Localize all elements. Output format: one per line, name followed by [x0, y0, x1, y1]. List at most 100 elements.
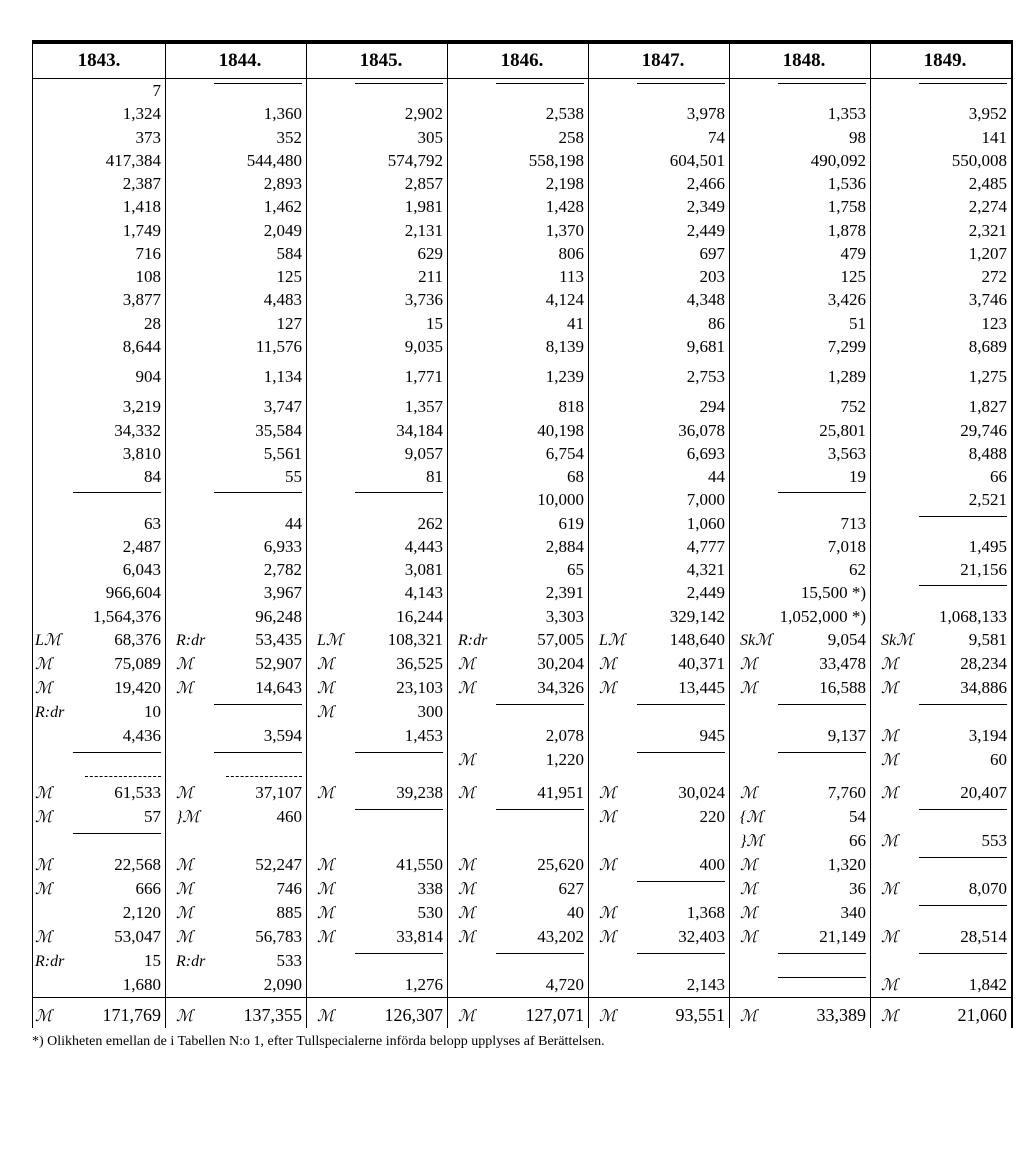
- header-1848: 1848.: [738, 42, 871, 79]
- cell: 2,349: [597, 195, 730, 218]
- table-row: 84558168441966: [33, 465, 1013, 488]
- cell: 2,521: [879, 488, 1012, 511]
- cell: ℳ34,326: [456, 676, 589, 700]
- cell: [597, 79, 730, 103]
- cell: ℳ23,103: [315, 676, 448, 700]
- cell: 806: [456, 242, 589, 265]
- header-1844: 1844.: [174, 42, 307, 79]
- cell: 34,332: [33, 419, 166, 442]
- table-row: 6,0432,7823,081654,3216221,156: [33, 558, 1013, 581]
- cell: 697: [597, 242, 730, 265]
- cell: 2,753: [597, 358, 730, 388]
- cell: {ℳ54: [738, 805, 871, 829]
- table-row: ℳ53,047ℳ56,783ℳ33,814ℳ43,202ℳ32,403ℳ21,1…: [33, 925, 1013, 949]
- cell: 1,239: [456, 358, 589, 388]
- cell: ℳ553: [879, 829, 1012, 853]
- cell: ℳ666: [33, 877, 166, 901]
- cell: ℳ8,070: [879, 877, 1012, 901]
- table-row: ℳ22,568ℳ52,247ℳ41,550ℳ25,620ℳ400ℳ1,320: [33, 853, 1013, 877]
- cell: 7,299: [738, 335, 871, 358]
- cell: 2,449: [597, 581, 730, 604]
- cell: ℳ52,247: [174, 853, 307, 877]
- cell: }ℳ460: [174, 805, 307, 829]
- cell: 619: [456, 512, 589, 535]
- cell: 584: [174, 242, 307, 265]
- cell: Lℳ108,321: [315, 628, 448, 652]
- cell: 6,043: [33, 558, 166, 581]
- cell: 34,184: [315, 419, 448, 442]
- cell: ℳ22,568: [33, 853, 166, 877]
- cell: 2,274: [879, 195, 1012, 218]
- cell: 3,594: [174, 724, 307, 748]
- cell: 544,480: [174, 149, 307, 172]
- cell: ℳ36,525: [315, 652, 448, 676]
- cell: [315, 805, 448, 829]
- cell: [174, 488, 307, 511]
- cell: 28: [33, 312, 166, 335]
- cell: 11,576: [174, 335, 307, 358]
- cell: 108: [33, 265, 166, 288]
- cell: 272: [879, 265, 1012, 288]
- cell: ℳ25,620: [456, 853, 589, 877]
- cell: 4,777: [597, 535, 730, 558]
- cell: [879, 901, 1012, 925]
- cell: ℳ14,643: [174, 676, 307, 700]
- cell: 2,884: [456, 535, 589, 558]
- cell: 6,933: [174, 535, 307, 558]
- cell: 44: [597, 465, 730, 488]
- cell: [738, 748, 871, 772]
- cell: [597, 949, 730, 973]
- table-row: R:dr15R:dr533: [33, 949, 1013, 973]
- cell: 4,436: [33, 724, 166, 748]
- cell: 4,720: [456, 973, 589, 998]
- cell: 68: [456, 465, 589, 488]
- cell: 1,418: [33, 195, 166, 218]
- cell: 1,981: [315, 195, 448, 218]
- cell: 4,483: [174, 288, 307, 311]
- table-row: ℳ666ℳ746ℳ338ℳ627ℳ36ℳ8,070: [33, 877, 1013, 901]
- table-row: 3,2193,7471,3578182947521,827: [33, 388, 1013, 418]
- table-row: 1,564,37696,24816,2443,303329,1421,052,0…: [33, 605, 1013, 628]
- cell: 1,207: [879, 242, 1012, 265]
- table-row: Lℳ68,376R:dr53,435Lℳ108,321R:dr57,005Lℳ1…: [33, 628, 1013, 652]
- table-row: 9041,1341,7711,2392,7531,2891,275: [33, 358, 1013, 388]
- cell: 2,391: [456, 581, 589, 604]
- header-1847: 1847.: [597, 42, 730, 79]
- cell: 19: [738, 465, 871, 488]
- table-row: 8,64411,5769,0358,1399,6817,2998,689: [33, 335, 1013, 358]
- cell: ℳ3,194: [879, 724, 1012, 748]
- cell: ℳ21,149: [738, 925, 871, 949]
- cell: [315, 79, 448, 103]
- cell: [879, 949, 1012, 973]
- cell: 2,120: [33, 901, 166, 925]
- cell: 4,443: [315, 535, 448, 558]
- cell: [456, 79, 589, 103]
- cell: R:dr10: [33, 700, 166, 724]
- cell: 1,758: [738, 195, 871, 218]
- table-row: 2,4876,9334,4432,8844,7777,0181,495: [33, 535, 1013, 558]
- cell: 490,092: [738, 149, 871, 172]
- cell: [738, 949, 871, 973]
- cell: [879, 772, 1012, 781]
- cell: 8,139: [456, 335, 589, 358]
- table-row: 2812715418651123: [33, 312, 1013, 335]
- cell: 1,536: [738, 172, 871, 195]
- cell: ℳ43,202: [456, 925, 589, 949]
- cell: ℳ34,886: [879, 676, 1012, 700]
- cell: 294: [597, 388, 730, 418]
- cell: [738, 79, 871, 103]
- cell: [456, 805, 589, 829]
- cell: 1,453: [315, 724, 448, 748]
- cell: ℳ1,368: [597, 901, 730, 925]
- cell: ℳ57: [33, 805, 166, 829]
- cell: 6,693: [597, 442, 730, 465]
- cell: ℳ28,514: [879, 925, 1012, 949]
- cell: [879, 853, 1012, 877]
- cell: 3,303: [456, 605, 589, 628]
- table-row: ℳ1,220ℳ60: [33, 748, 1013, 772]
- cell: ℳ33,478: [738, 652, 871, 676]
- cell: 1,289: [738, 358, 871, 388]
- cell: 8,644: [33, 335, 166, 358]
- cell: 141: [879, 126, 1012, 149]
- cell: ℳ36: [738, 877, 871, 901]
